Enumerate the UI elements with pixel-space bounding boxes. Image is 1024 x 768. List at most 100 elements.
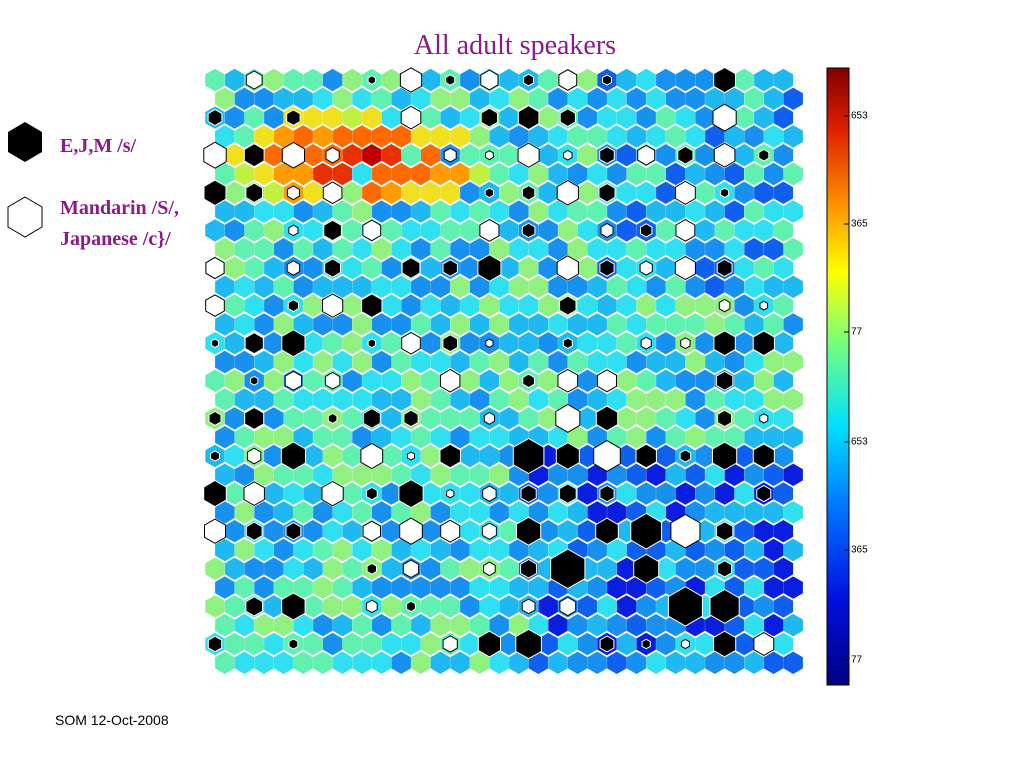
hex-cell — [567, 388, 588, 411]
black-marker — [720, 187, 730, 198]
black-marker — [599, 484, 615, 503]
hex-cell — [391, 463, 411, 486]
hex-cell — [362, 632, 382, 656]
hex-cell — [763, 238, 784, 261]
hex-cell — [371, 501, 392, 524]
hex-cell — [420, 68, 441, 92]
hex-cell — [430, 538, 451, 562]
hex-cell — [538, 68, 558, 92]
hex-cell — [567, 350, 588, 374]
hex-cell — [567, 313, 588, 336]
hex-cell — [744, 162, 764, 186]
hex-cell — [469, 87, 490, 110]
hex-cell — [646, 275, 666, 298]
hex-cell — [332, 651, 353, 674]
white-marker — [556, 180, 579, 206]
hex-cell — [303, 520, 323, 543]
hex-cell — [322, 557, 343, 580]
hex-cell — [234, 426, 255, 449]
hex-cell — [646, 87, 666, 110]
hex-cell — [371, 388, 392, 411]
hex-cell — [460, 557, 480, 580]
hex-cell — [352, 651, 372, 674]
white-marker — [555, 403, 581, 433]
hex-cell — [616, 444, 637, 468]
black-marker — [210, 338, 220, 348]
hex-cell — [450, 162, 470, 186]
hex-cell — [342, 68, 362, 92]
hex-cell — [607, 614, 627, 637]
hex-cell — [293, 538, 313, 562]
hex-cell — [695, 332, 715, 355]
hex-cell — [411, 614, 431, 637]
hex-cell — [371, 87, 392, 110]
hex-cell — [460, 520, 480, 543]
hex-cell — [567, 125, 588, 148]
hex-cell — [264, 256, 284, 280]
hex-cell — [548, 388, 568, 411]
hex-cell — [724, 313, 745, 336]
black-marker — [715, 370, 734, 391]
hex-cell — [587, 313, 607, 336]
hex-cell — [264, 219, 284, 242]
hex-cell — [714, 219, 735, 242]
hex-cell — [381, 181, 402, 204]
hex-cell — [685, 275, 705, 298]
hex-cell — [371, 313, 392, 336]
hex-cell — [754, 369, 774, 392]
hex-cell — [371, 275, 392, 298]
hex-cell — [636, 369, 656, 392]
black-marker — [752, 443, 775, 469]
hex-cell — [224, 106, 245, 129]
hex-cell — [362, 144, 382, 167]
hex-cell — [587, 238, 607, 261]
hex-cell — [234, 463, 255, 486]
hex-cell — [460, 144, 480, 167]
hex-cell — [783, 313, 803, 336]
hex-cell — [567, 463, 588, 486]
black-marker — [442, 259, 458, 277]
hex-cell — [313, 651, 333, 674]
hex-cell — [656, 106, 676, 129]
hex-cell — [763, 576, 784, 599]
hex-cell — [293, 275, 313, 298]
hex-cell — [587, 501, 607, 524]
hex-cell — [371, 651, 392, 674]
hex-cell — [332, 238, 353, 261]
hex-cell — [567, 275, 588, 298]
hex-cell — [695, 294, 715, 317]
hex-cell — [244, 256, 264, 280]
hex-cell — [548, 426, 568, 449]
hex-cell — [293, 87, 313, 110]
hex-cell — [489, 651, 509, 674]
hex-cell — [665, 125, 686, 148]
hex-cell — [499, 219, 519, 242]
hex-cell — [616, 332, 637, 355]
hex-cell — [607, 538, 627, 562]
hex-cell — [283, 482, 304, 505]
hex-cell — [303, 106, 323, 129]
hex-cell — [773, 219, 794, 242]
hex-cell — [509, 388, 529, 411]
hex-cell — [773, 369, 794, 392]
hex-cell — [469, 388, 490, 411]
white-marker — [639, 260, 653, 276]
white-marker — [442, 635, 458, 653]
hex-cell — [234, 501, 255, 524]
hex-cell — [342, 557, 362, 580]
hex-cell — [411, 463, 431, 486]
hex-cell — [607, 426, 627, 449]
hex-cell — [489, 538, 509, 562]
hex-cell — [705, 463, 725, 486]
hex-cell — [587, 350, 607, 374]
hex-cell — [224, 332, 245, 355]
hex-cell — [705, 538, 725, 562]
hex-cell — [538, 144, 558, 167]
hex-cell — [744, 125, 764, 148]
hex-cell — [440, 557, 460, 580]
hex-cell — [352, 200, 372, 223]
hex-cell — [460, 181, 480, 204]
hex-cell — [273, 538, 294, 562]
hex-cell — [420, 181, 441, 204]
hex-cell — [538, 106, 558, 129]
